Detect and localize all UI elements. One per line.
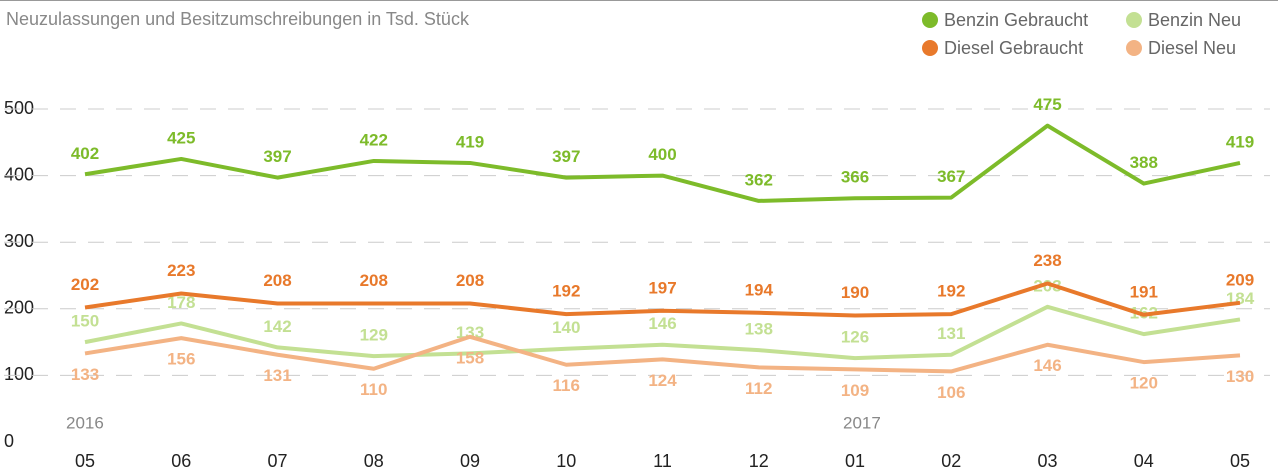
value-label: 191: [1130, 282, 1158, 301]
value-label: 197: [648, 278, 676, 297]
value-label: 106: [937, 383, 965, 402]
annotation: 2017: [843, 413, 881, 432]
legend-marker: [922, 40, 938, 56]
y-tick-label: 0: [4, 431, 14, 451]
x-tick-label: 04: [1134, 451, 1154, 471]
value-label: 131: [937, 324, 965, 343]
annotation: 2016: [66, 413, 104, 432]
legend-label: Benzin Neu: [1148, 10, 1241, 30]
y-tick-label: 300: [4, 231, 34, 251]
legend-marker: [922, 12, 938, 28]
x-tick-label: 05: [1230, 451, 1250, 471]
value-label: 126: [841, 328, 869, 347]
value-label: 120: [1130, 374, 1158, 393]
legend-marker: [1126, 12, 1142, 28]
value-label: 202: [71, 275, 99, 294]
value-label: 400: [648, 145, 676, 164]
x-tick-label: 05: [75, 451, 95, 471]
value-label: 129: [360, 326, 388, 345]
value-label: 110: [360, 380, 387, 399]
value-label: 397: [263, 147, 291, 166]
value-label: 112: [745, 379, 772, 398]
value-label: 156: [167, 350, 195, 369]
value-label: 366: [841, 168, 869, 187]
value-label: 208: [263, 271, 291, 290]
legend-label: Diesel Gebraucht: [944, 38, 1083, 58]
y-tick-label: 500: [4, 98, 34, 118]
y-tick-label: 100: [4, 364, 34, 384]
value-label: 158: [456, 348, 484, 367]
value-label: 194: [745, 280, 774, 299]
legend-marker: [1126, 40, 1142, 56]
value-label: 367: [937, 167, 965, 186]
chart: Neuzulassungen und Besitzumschreibungen …: [0, 0, 1278, 472]
legend-label: Benzin Gebraucht: [944, 10, 1088, 30]
value-label: 133: [71, 365, 99, 384]
x-tick-label: 07: [267, 451, 287, 471]
x-tick-label: 06: [171, 451, 191, 471]
value-label: 124: [648, 371, 677, 390]
value-label: 142: [263, 317, 291, 336]
legend-label: Diesel Neu: [1148, 38, 1236, 58]
value-label: 140: [552, 318, 580, 337]
value-label: 208: [456, 271, 484, 290]
value-label: 150: [71, 312, 99, 331]
value-label: 146: [648, 314, 676, 333]
value-label: 422: [360, 130, 388, 149]
y-tick-label: 200: [4, 298, 34, 318]
x-tick-label: 11: [653, 451, 672, 471]
x-tick-label: 02: [941, 451, 961, 471]
value-label: 402: [71, 144, 99, 163]
value-label: 130: [1226, 367, 1254, 386]
value-label: 192: [552, 282, 580, 301]
value-label: 419: [456, 132, 484, 151]
value-label: 109: [841, 381, 869, 400]
value-label: 190: [841, 283, 869, 302]
value-label: 209: [1226, 270, 1254, 289]
value-label: 192: [937, 282, 965, 301]
value-label: 116: [553, 376, 580, 395]
value-label: 223: [167, 261, 195, 280]
chart-title: Neuzulassungen und Besitzumschreibungen …: [6, 9, 470, 29]
x-tick-label: 10: [556, 451, 576, 471]
x-tick-label: 09: [460, 451, 480, 471]
value-label: 238: [1033, 251, 1061, 270]
value-label: 146: [1033, 356, 1061, 375]
value-label: 208: [360, 271, 388, 290]
value-label: 419: [1226, 132, 1254, 151]
x-tick-label: 12: [749, 451, 769, 471]
value-label: 362: [745, 170, 773, 189]
value-label: 388: [1130, 153, 1158, 172]
x-tick-label: 01: [845, 451, 865, 471]
x-tick-label: 08: [364, 451, 384, 471]
value-label: 138: [745, 320, 773, 339]
value-label: 131: [263, 366, 291, 385]
y-tick-label: 400: [4, 164, 34, 184]
value-label: 397: [552, 147, 580, 166]
value-label: 475: [1033, 95, 1061, 114]
value-label: 425: [167, 128, 195, 147]
x-tick-label: 03: [1037, 451, 1057, 471]
